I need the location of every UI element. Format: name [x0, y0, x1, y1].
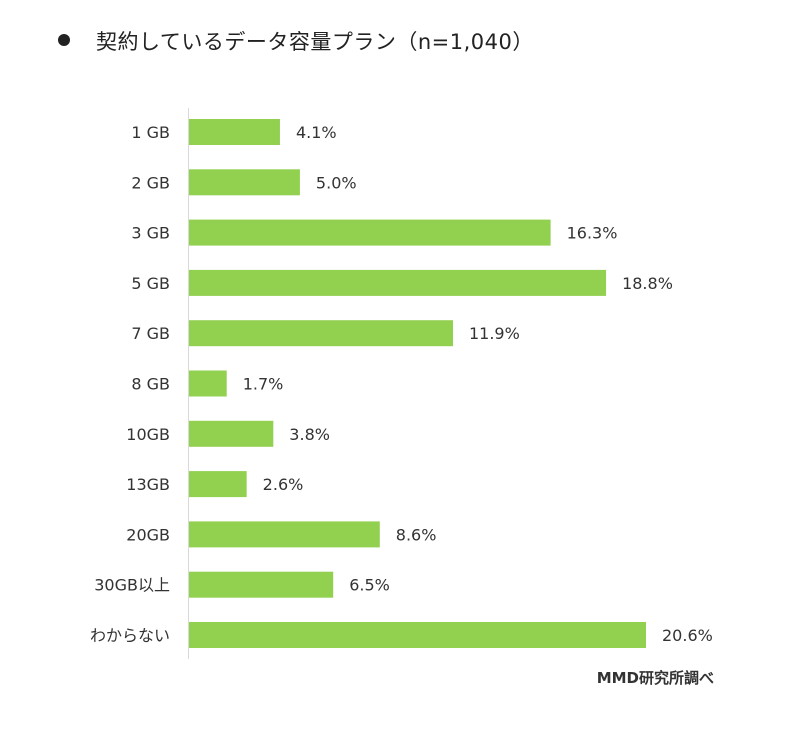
bar: [189, 219, 551, 246]
chart-title-text: 契約しているデータ容量プラン（n=1,040）: [96, 30, 534, 54]
category-label: 8 GB: [131, 375, 170, 394]
value-label: 4.1%: [296, 123, 337, 142]
bar: [189, 521, 380, 548]
bar: [189, 320, 453, 347]
source-credit: MMD研究所調べ: [596, 669, 714, 687]
bar: [189, 370, 227, 397]
bar: [189, 269, 607, 296]
category-label: 13GB: [126, 475, 170, 494]
chart-title: 契約しているデータ容量プラン（n=1,040）: [58, 26, 534, 56]
value-label: 6.5%: [349, 576, 390, 595]
category-label: 5 GB: [131, 274, 170, 293]
value-label: 5.0%: [316, 173, 357, 192]
bar: [189, 420, 274, 447]
category-label: 20GB: [126, 525, 170, 544]
category-label: 1 GB: [131, 123, 170, 142]
value-label: 8.6%: [396, 525, 437, 544]
bar: [189, 169, 300, 196]
value-label: 20.6%: [662, 626, 713, 645]
category-label: わからない: [90, 626, 170, 645]
category-label: 10GB: [126, 425, 170, 444]
bar: [189, 622, 646, 648]
bar: [189, 571, 334, 598]
bar: [189, 119, 280, 145]
category-label: 2 GB: [131, 173, 170, 192]
value-label: 2.6%: [263, 475, 304, 494]
value-label: 11.9%: [469, 324, 520, 343]
category-label: 7 GB: [131, 324, 170, 343]
bar: [189, 471, 247, 498]
category-label: 3 GB: [131, 224, 170, 243]
value-label: 3.8%: [289, 425, 330, 444]
value-label: 1.7%: [243, 375, 284, 394]
category-label: 30GB以上: [94, 576, 170, 595]
value-label: 18.8%: [622, 274, 673, 293]
value-label: 16.3%: [567, 224, 618, 243]
bullet-icon: [58, 34, 70, 46]
